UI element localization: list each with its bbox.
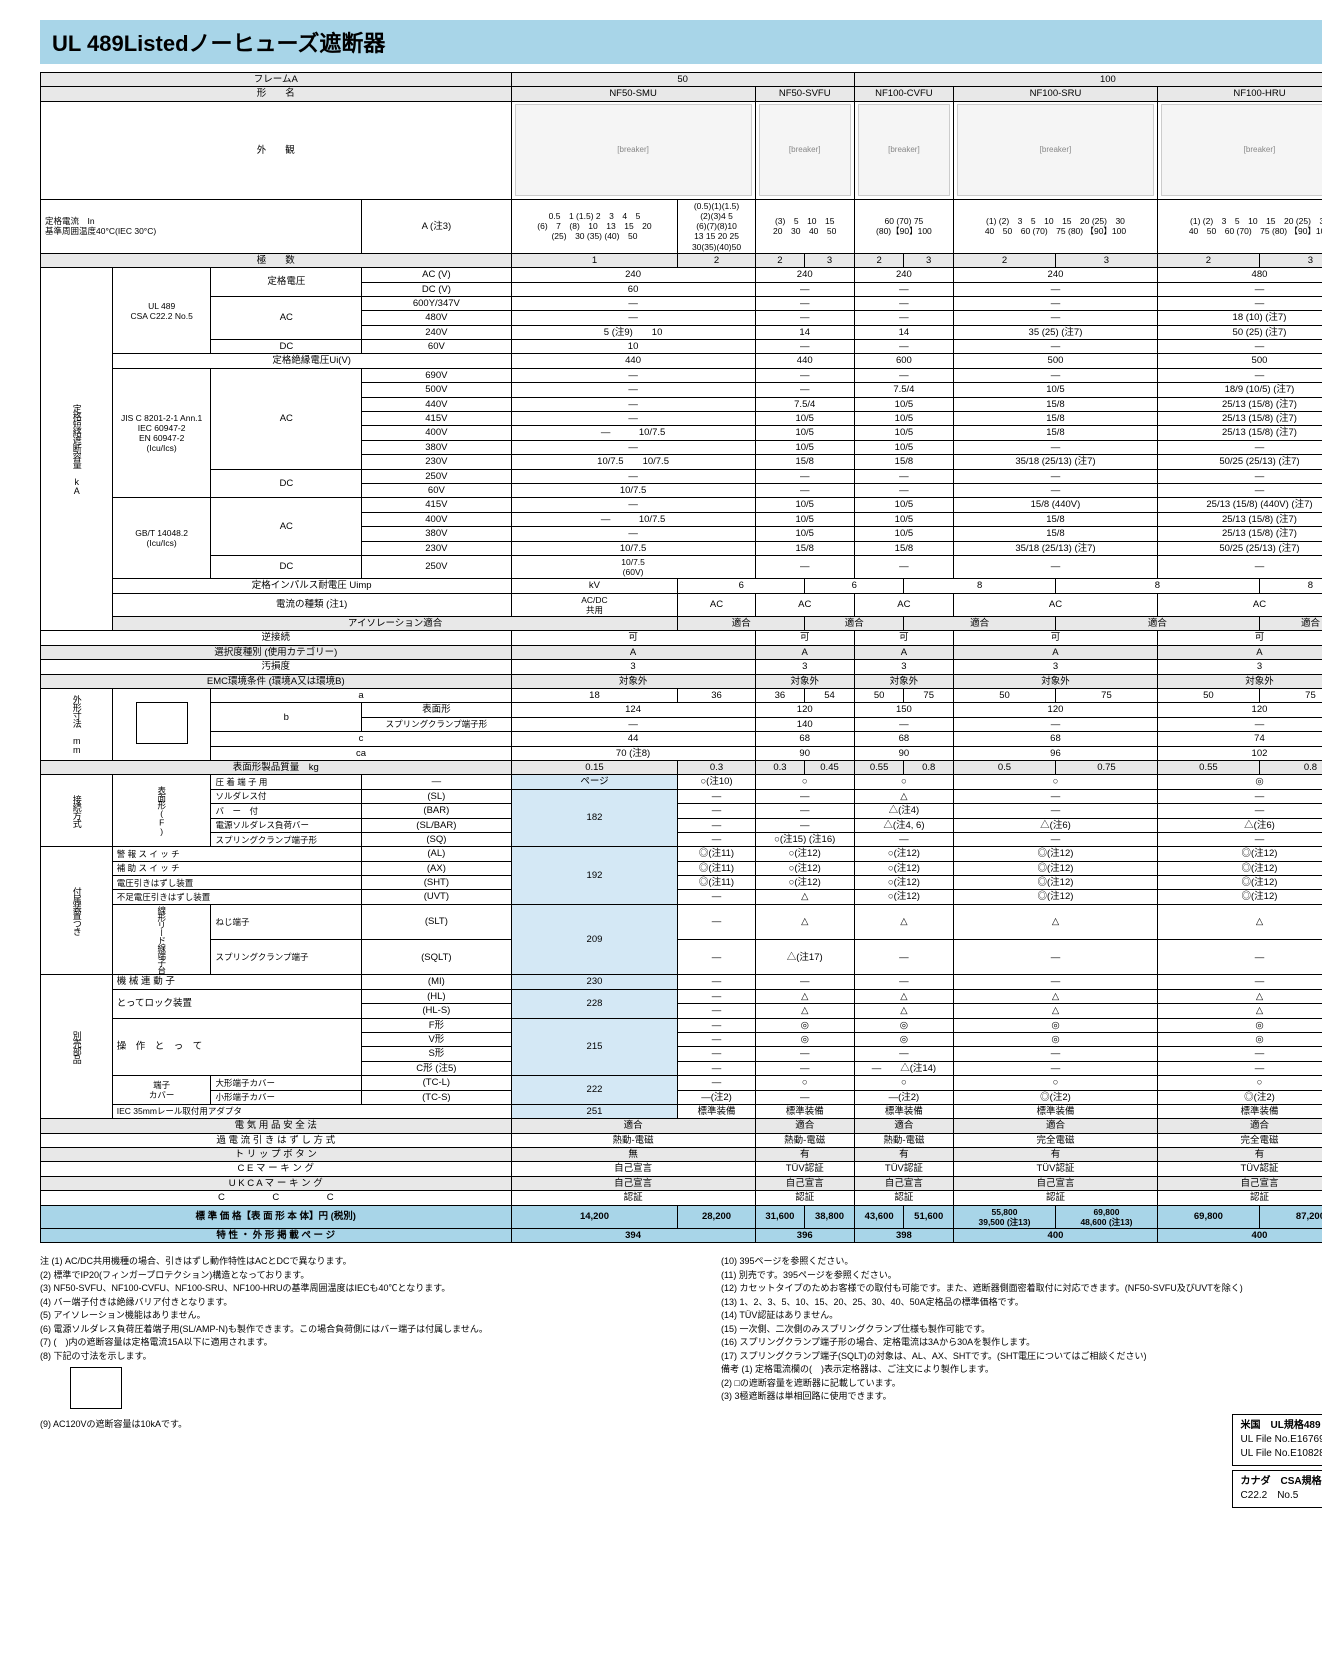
frame-label: フレームA	[41, 73, 512, 87]
product-image: [breaker]	[515, 104, 752, 196]
product-image: [breaker]	[957, 104, 1154, 196]
spec-table: フレームA50100 形 名NF50-SMUNF50-SVFUNF100-CVF…	[40, 72, 1322, 1243]
product-image: [breaker]	[759, 104, 851, 196]
dimension-diagram-small	[70, 1367, 122, 1409]
product-image: [breaker]	[1161, 104, 1322, 196]
footnotes: 注 (1) AC/DC共用機種の場合、引きはずし動作特性はACとDCで異なります…	[40, 1255, 1322, 1512]
product-image: [breaker]	[858, 104, 950, 196]
dimension-diagram	[136, 702, 188, 744]
us-cert-box: 米国 UL規格489UL File No.E167691 本体UL File N…	[1232, 1414, 1322, 1466]
ca-cert-box: カナダ CSA規格C22.2 No.5	[1232, 1470, 1322, 1508]
page-title: UL 489Listedノーヒューズ遮断器	[52, 31, 385, 56]
